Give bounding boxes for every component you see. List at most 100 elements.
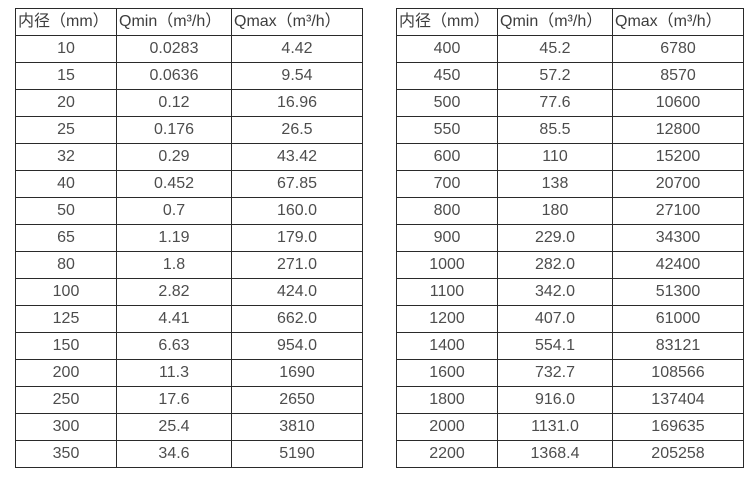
table-cell: 0.0283 [116,35,232,63]
table-cell: 229.0 [497,224,613,252]
table-cell: 137404 [612,386,744,414]
table-cell: 100 [15,278,117,306]
table-cell: 1100 [396,278,498,306]
table-cell: 20700 [612,170,744,198]
table-row: 450 57.2 8570 [396,62,744,90]
table-cell: 34300 [612,224,744,252]
table-row: 900 229.0 34300 [396,224,744,252]
table-cell: 180 [497,197,613,225]
table-header-row: 内径（mm） Qmin（m³/h） Qmax（m³/h） [396,8,744,36]
table-cell: 407.0 [497,305,613,333]
table-cell: 9.54 [231,62,363,90]
table-cell: 424.0 [231,278,363,306]
table-row: 50 0.7 160.0 [15,197,363,225]
table-cell: 40 [15,170,117,198]
table-row: 2200 1368.4 205258 [396,440,744,468]
table-cell: 43.42 [231,143,363,171]
table-row: 125 4.41 662.0 [15,305,363,333]
table-cell: 2000 [396,413,498,441]
table-cell: 20 [15,89,117,117]
table-cell: 1000 [396,251,498,279]
table-cell: 15200 [612,143,744,171]
table-cell: 200 [15,359,117,387]
table-cell: 1600 [396,359,498,387]
table-cell: 83121 [612,332,744,360]
table-cell: 0.176 [116,116,232,144]
column-header: Qmin（m³/h） [116,8,232,36]
table-row: 10 0.0283 4.42 [15,35,363,63]
table-cell: 15 [15,62,117,90]
table-cell: 700 [396,170,498,198]
table-row: 2000 1131.0 169635 [396,413,744,441]
table-cell: 500 [396,89,498,117]
table-cell: 900 [396,224,498,252]
table-cell: 0.12 [116,89,232,117]
table-cell: 271.0 [231,251,363,279]
table-cell: 51300 [612,278,744,306]
table-row: 100 2.82 424.0 [15,278,363,306]
table-row: 40 0.452 67.85 [15,170,363,198]
table-cell: 85.5 [497,116,613,144]
table-cell: 0.29 [116,143,232,171]
table-cell: 2650 [231,386,363,414]
table-cell: 1400 [396,332,498,360]
table-cell: 57.2 [497,62,613,90]
table-cell: 45.2 [497,35,613,63]
table-cell: 8570 [612,62,744,90]
table-row: 400 45.2 6780 [396,35,744,63]
flow-table-large-diameters: 内径（mm） Qmin（m³/h） Qmax（m³/h） 400 45.2 6780 450… [396,8,744,468]
table-row: 1200 407.0 61000 [396,305,744,333]
table-cell: 0.452 [116,170,232,198]
table-cell: 1690 [231,359,363,387]
table-row: 600 110 15200 [396,143,744,171]
table-cell: 1.8 [116,251,232,279]
table-cell: 150 [15,332,117,360]
table-cell: 916.0 [497,386,613,414]
table-cell: 80 [15,251,117,279]
table-cell: 450 [396,62,498,90]
table-cell: 6.63 [116,332,232,360]
table-row: 65 1.19 179.0 [15,224,363,252]
table-cell: 32 [15,143,117,171]
table-row: 80 1.8 271.0 [15,251,363,279]
table-cell: 662.0 [231,305,363,333]
table-cell: 282.0 [497,251,613,279]
table-cell: 1800 [396,386,498,414]
table-cell: 50 [15,197,117,225]
table-cell: 25 [15,116,117,144]
table-cell: 26.5 [231,116,363,144]
table-cell: 1.19 [116,224,232,252]
flow-table-small-diameters: 内径（mm） Qmin（m³/h） Qmax（m³/h） 10 0.0283 4.42 15… [15,8,363,468]
table-cell: 1368.4 [497,440,613,468]
table-cell: 5190 [231,440,363,468]
table-row: 15 0.0636 9.54 [15,62,363,90]
table-cell: 800 [396,197,498,225]
table-cell: 350 [15,440,117,468]
table-cell: 550 [396,116,498,144]
table-row: 250 17.6 2650 [15,386,363,414]
table-cell: 954.0 [231,332,363,360]
table-cell: 16.96 [231,89,363,117]
column-header: Qmin（m³/h） [497,8,613,36]
table-cell: 61000 [612,305,744,333]
table-cell: 2.82 [116,278,232,306]
table-row: 500 77.6 10600 [396,89,744,117]
table-cell: 125 [15,305,117,333]
table-row: 800 180 27100 [396,197,744,225]
column-header: 内径（mm） [15,8,117,36]
table-cell: 12800 [612,116,744,144]
table-row: 1600 732.7 108566 [396,359,744,387]
table-cell: 0.0636 [116,62,232,90]
table-cell: 160.0 [231,197,363,225]
flow-range-tables: 内径（mm） Qmin（m³/h） Qmax（m³/h） 10 0.0283 4.42 15… [15,8,744,468]
table-cell: 4.42 [231,35,363,63]
table-cell: 11.3 [116,359,232,387]
table-cell: 400 [396,35,498,63]
table-cell: 42400 [612,251,744,279]
table-cell: 110 [497,143,613,171]
table-cell: 342.0 [497,278,613,306]
table-cell: 2200 [396,440,498,468]
table-cell: 4.41 [116,305,232,333]
table-row: 1800 916.0 137404 [396,386,744,414]
table-cell: 27100 [612,197,744,225]
